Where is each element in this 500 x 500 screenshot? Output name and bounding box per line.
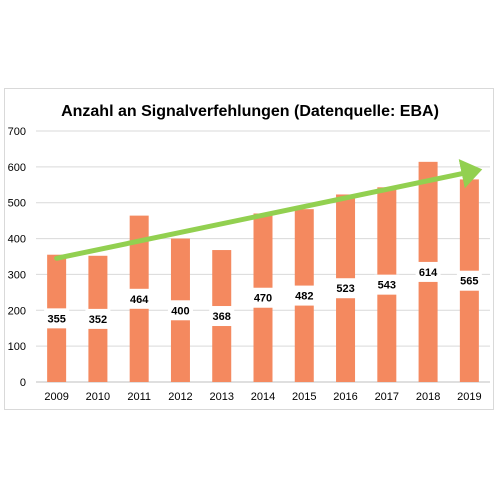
data-label-background	[167, 300, 193, 321]
y-tick-label: 300	[8, 269, 26, 281]
data-label: 565	[460, 276, 478, 288]
x-tick-label: 2009	[44, 391, 68, 403]
x-tick-label: 2014	[251, 391, 275, 403]
data-label: 482	[295, 291, 313, 303]
data-label-background	[291, 285, 317, 306]
chart-frame	[4, 88, 494, 410]
x-tick-label: 2011	[127, 391, 151, 403]
y-tick-label: 600	[8, 162, 26, 174]
y-axis-ticks: 0 100 200 300 400 500 600 700	[8, 126, 26, 389]
x-tick-label: 2016	[333, 391, 357, 403]
data-label: 355	[47, 313, 65, 325]
x-tick-label: 2018	[416, 391, 440, 403]
data-label-background	[126, 288, 152, 309]
x-tick-label: 2013	[209, 391, 233, 403]
data-label-background	[415, 261, 441, 282]
data-label: 464	[130, 294, 149, 306]
trend-arrow-line	[54, 159, 483, 261]
data-label-background	[374, 274, 400, 295]
x-tick-label: 2017	[375, 391, 399, 403]
x-tick-label: 2015	[292, 391, 316, 403]
data-label-background	[456, 270, 482, 291]
data-label-background	[85, 308, 111, 329]
x-tick-label: 2019	[457, 391, 481, 403]
data-label-background	[250, 287, 276, 308]
data-label: 368	[213, 311, 231, 323]
trend-arrow	[54, 159, 483, 261]
bars: 355 352 464 400 368 470 482 523 543 614 565	[44, 161, 482, 382]
data-label-background	[333, 278, 359, 299]
data-label: 523	[336, 283, 354, 295]
x-tick-label: 2010	[86, 391, 110, 403]
y-tick-label: 400	[8, 234, 26, 246]
y-tick-label: 0	[20, 377, 26, 389]
y-tick-label: 200	[8, 305, 26, 317]
data-label: 614	[419, 267, 438, 279]
data-label: 400	[171, 305, 189, 317]
y-tick-label: 500	[8, 198, 26, 210]
chart-title: Anzahl an Signalverfehlungen (Datenquell…	[61, 103, 439, 120]
data-label: 470	[254, 293, 272, 305]
data-label-background	[209, 306, 235, 327]
y-tick-label: 100	[8, 341, 26, 353]
data-label: 543	[378, 280, 396, 292]
y-tick-label: 700	[8, 126, 26, 138]
data-label: 352	[89, 314, 107, 326]
data-label-background	[44, 308, 70, 329]
x-tick-label: 2012	[168, 391, 192, 403]
x-axis-ticks: 2009 2010 2011 2012 2013 2014 2015 2016 2017 2018…	[44, 391, 481, 403]
